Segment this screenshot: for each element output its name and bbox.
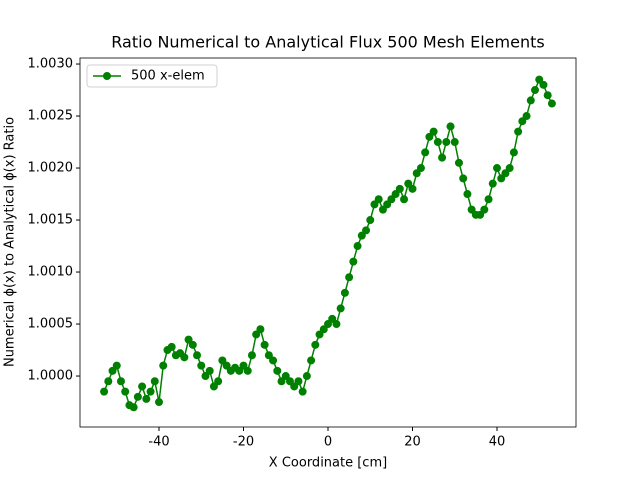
x-tick-label: 0 xyxy=(324,435,332,450)
marker xyxy=(492,164,501,173)
y-tick-label: 1.0020 xyxy=(28,161,74,176)
marker xyxy=(374,195,383,204)
x-tick-label: -20 xyxy=(233,435,254,450)
marker xyxy=(454,158,463,167)
marker xyxy=(416,164,425,173)
marker xyxy=(336,304,345,313)
y-tick-label: 1.0010 xyxy=(28,265,74,280)
marker xyxy=(159,361,168,370)
marker xyxy=(480,205,489,214)
marker xyxy=(112,361,121,370)
marker xyxy=(463,190,472,199)
marker xyxy=(400,195,409,204)
marker xyxy=(104,377,113,386)
marker xyxy=(446,122,455,131)
marker xyxy=(205,366,214,375)
marker xyxy=(193,351,202,360)
marker xyxy=(505,164,514,173)
marker xyxy=(332,320,341,329)
marker xyxy=(349,257,358,266)
marker xyxy=(531,86,540,95)
marker xyxy=(247,351,256,360)
marker xyxy=(547,99,556,108)
marker xyxy=(450,138,459,147)
marker xyxy=(438,153,447,162)
marker xyxy=(256,325,265,334)
marker xyxy=(188,340,197,349)
marker xyxy=(488,179,497,188)
marker xyxy=(180,353,189,362)
marker xyxy=(269,356,278,365)
marker xyxy=(539,80,548,89)
y-tick-label: 1.0005 xyxy=(28,317,74,332)
marker xyxy=(362,226,371,235)
marker xyxy=(408,184,417,193)
marker xyxy=(442,138,451,147)
marker xyxy=(243,366,252,375)
marker xyxy=(138,382,147,391)
marker xyxy=(459,174,468,183)
y-tick-label: 1.0000 xyxy=(28,369,74,384)
marker xyxy=(484,195,493,204)
marker xyxy=(429,127,438,136)
marker xyxy=(526,96,535,105)
marker xyxy=(311,340,320,349)
marker xyxy=(421,148,430,157)
marker xyxy=(543,91,552,100)
marker xyxy=(116,377,125,386)
y-tick-label: 1.0030 xyxy=(28,57,74,72)
marker xyxy=(298,387,307,396)
marker xyxy=(302,372,311,381)
marker xyxy=(133,392,142,401)
x-axis-label: X Coordinate [cm] xyxy=(269,456,387,471)
y-tick-label: 1.0025 xyxy=(28,109,74,124)
marker xyxy=(100,387,109,396)
marker xyxy=(155,398,164,407)
legend-label: 500 x-elem xyxy=(131,69,205,84)
marker xyxy=(167,342,176,351)
x-tick-label: 40 xyxy=(489,435,506,450)
marker xyxy=(366,216,375,225)
x-tick-label: -40 xyxy=(148,435,169,450)
y-tick-label: 1.0015 xyxy=(28,213,74,228)
legend-box xyxy=(86,64,218,88)
marker xyxy=(260,340,269,349)
plot-frame xyxy=(79,57,577,428)
marker xyxy=(522,112,531,121)
marker xyxy=(150,377,159,386)
marker xyxy=(294,377,303,386)
marker xyxy=(121,387,130,396)
marker xyxy=(214,377,223,386)
marker xyxy=(509,148,518,157)
legend-marker xyxy=(103,72,111,80)
marker xyxy=(353,242,362,251)
marker xyxy=(307,356,316,365)
marker xyxy=(514,127,523,136)
marker xyxy=(129,403,138,412)
y-axis-label: Numerical ϕ(x) to Analytical ϕ(x) Ratio xyxy=(3,117,18,367)
chart-title: Ratio Numerical to Analytical Flux 500 M… xyxy=(111,33,544,52)
marker xyxy=(340,288,349,297)
marker xyxy=(273,366,282,375)
marker xyxy=(433,138,442,147)
marker xyxy=(395,184,404,193)
marker xyxy=(142,394,151,403)
marker xyxy=(146,387,155,396)
x-tick-label: 20 xyxy=(404,435,421,450)
marker xyxy=(345,273,354,282)
marker xyxy=(197,361,206,370)
